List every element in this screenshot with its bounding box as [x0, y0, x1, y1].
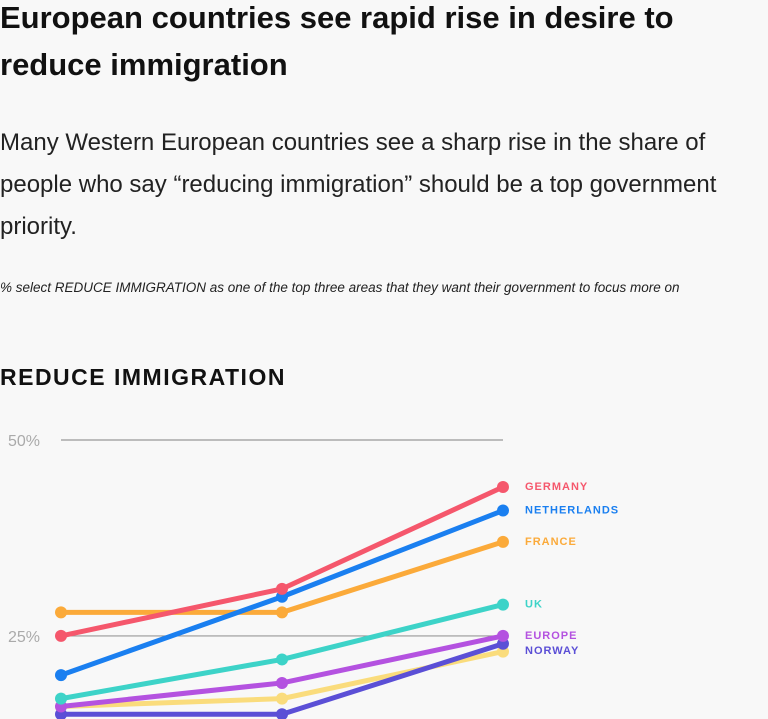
- point: [276, 582, 288, 595]
- subtitle: Many Western European countries see a sh…: [0, 129, 717, 240]
- point: [497, 598, 509, 611]
- legend-label: NORWAY: [525, 645, 579, 657]
- point: [276, 606, 288, 619]
- y-tick-label: 50%: [8, 433, 40, 450]
- point: [55, 606, 67, 619]
- title: European countries see rapid rise in des…: [0, 0, 674, 82]
- point: [276, 653, 288, 666]
- point: [497, 481, 509, 494]
- legend-label: UK: [525, 598, 543, 610]
- y-tick-label: 25%: [8, 629, 40, 646]
- legend-label: GERMANY: [525, 481, 588, 493]
- chart-title: REDUCE IMMIGRATION: [0, 364, 286, 390]
- point: [55, 692, 67, 705]
- point: [276, 708, 288, 719]
- legend-label: NETHERLANDS: [525, 504, 619, 516]
- point: [55, 669, 67, 682]
- note: % select REDUCE IMMIGRATION as one of th…: [0, 280, 680, 295]
- point: [497, 504, 509, 517]
- legend-label: FRANCE: [525, 536, 577, 548]
- point: [276, 692, 288, 705]
- point: [276, 676, 288, 689]
- point: [497, 535, 509, 548]
- legend-label: EUROPE: [525, 630, 577, 642]
- point: [497, 629, 509, 642]
- point: [55, 629, 67, 642]
